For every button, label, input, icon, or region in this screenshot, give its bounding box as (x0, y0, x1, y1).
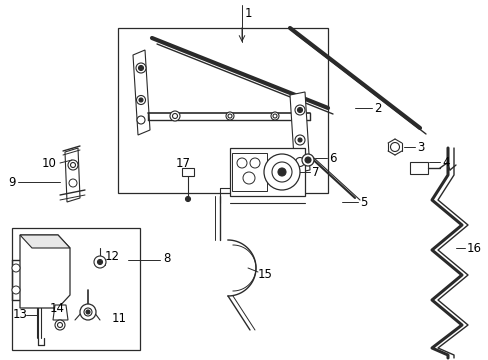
Circle shape (227, 114, 231, 118)
Text: 17: 17 (176, 157, 191, 170)
Text: 13: 13 (13, 309, 28, 321)
Circle shape (185, 197, 190, 202)
Polygon shape (65, 148, 80, 202)
Circle shape (271, 162, 291, 182)
Circle shape (137, 116, 145, 124)
Circle shape (243, 172, 254, 184)
Circle shape (272, 114, 276, 118)
Polygon shape (20, 235, 70, 308)
Text: 15: 15 (258, 269, 272, 282)
Circle shape (12, 264, 20, 272)
Circle shape (295, 158, 304, 166)
Circle shape (270, 112, 279, 120)
Circle shape (294, 105, 305, 115)
Circle shape (58, 323, 62, 328)
Bar (229, 148, 305, 196)
Text: 5: 5 (359, 195, 366, 208)
Text: 14: 14 (50, 302, 65, 315)
Text: 4: 4 (441, 156, 448, 168)
Circle shape (97, 260, 102, 265)
Bar (182, 168, 194, 176)
Circle shape (80, 304, 96, 320)
Circle shape (264, 154, 299, 190)
Circle shape (70, 162, 75, 167)
Text: 9: 9 (8, 176, 16, 189)
Text: 10: 10 (42, 157, 57, 170)
Text: 8: 8 (163, 252, 170, 265)
Circle shape (68, 160, 78, 170)
Text: 3: 3 (416, 140, 424, 153)
Text: 6: 6 (328, 152, 336, 165)
Circle shape (294, 135, 305, 145)
Circle shape (302, 154, 313, 166)
Circle shape (138, 66, 143, 71)
Bar (12, 228, 140, 350)
Text: 16: 16 (466, 242, 481, 255)
Text: 1: 1 (244, 7, 252, 20)
Circle shape (278, 168, 285, 176)
Text: 11: 11 (112, 311, 127, 324)
Text: 7: 7 (311, 166, 319, 179)
Circle shape (225, 112, 234, 120)
Polygon shape (53, 305, 68, 320)
Circle shape (297, 138, 302, 142)
Circle shape (237, 158, 246, 168)
Circle shape (136, 95, 145, 104)
Circle shape (249, 158, 260, 168)
Circle shape (305, 157, 310, 163)
Circle shape (172, 113, 177, 118)
Bar (409, 162, 427, 174)
Circle shape (139, 98, 142, 102)
Polygon shape (20, 235, 70, 248)
Circle shape (297, 108, 302, 113)
Circle shape (390, 143, 399, 152)
Circle shape (69, 179, 77, 187)
Circle shape (55, 320, 65, 330)
Text: 2: 2 (373, 102, 381, 114)
Bar (118, 28, 327, 193)
Circle shape (136, 63, 146, 73)
Polygon shape (289, 92, 309, 173)
Circle shape (84, 308, 92, 316)
Text: 12: 12 (105, 249, 120, 262)
Circle shape (12, 286, 20, 294)
Bar (231, 153, 266, 191)
Circle shape (170, 111, 180, 121)
Polygon shape (133, 50, 150, 135)
Circle shape (94, 256, 106, 268)
Circle shape (86, 310, 90, 314)
